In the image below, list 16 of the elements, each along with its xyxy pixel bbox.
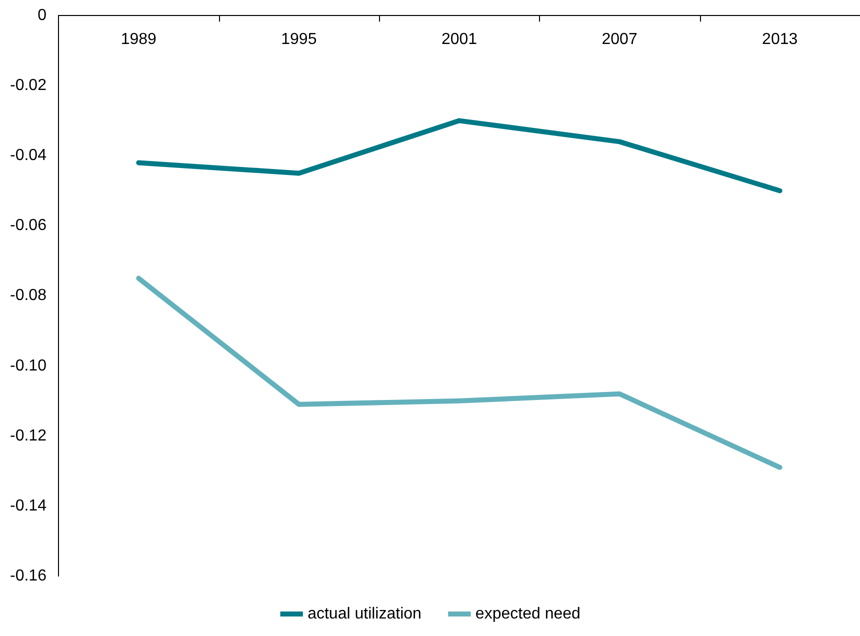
y-tick-label: -0.08 xyxy=(10,287,47,304)
y-tick-label: -0.12 xyxy=(10,427,47,444)
y-tick-label: -0.10 xyxy=(10,357,47,374)
x-tick-label: 2001 xyxy=(441,31,478,48)
y-tick-label: -0.04 xyxy=(10,147,47,164)
y-tick-label: -0.16 xyxy=(10,567,47,584)
y-tick-label: -0.06 xyxy=(10,217,47,234)
x-tick-label: 1995 xyxy=(281,31,317,48)
y-tick-label: -0.02 xyxy=(10,77,47,94)
y-tick-label: 0 xyxy=(38,7,47,24)
x-tick-label: 2013 xyxy=(762,31,798,48)
legend-label: actual utilization xyxy=(308,605,422,622)
x-tick-label: 2007 xyxy=(602,31,638,48)
y-tick-label: -0.14 xyxy=(10,497,47,514)
legend-label: expected need xyxy=(475,605,580,622)
x-tick-label: 1989 xyxy=(120,31,157,48)
